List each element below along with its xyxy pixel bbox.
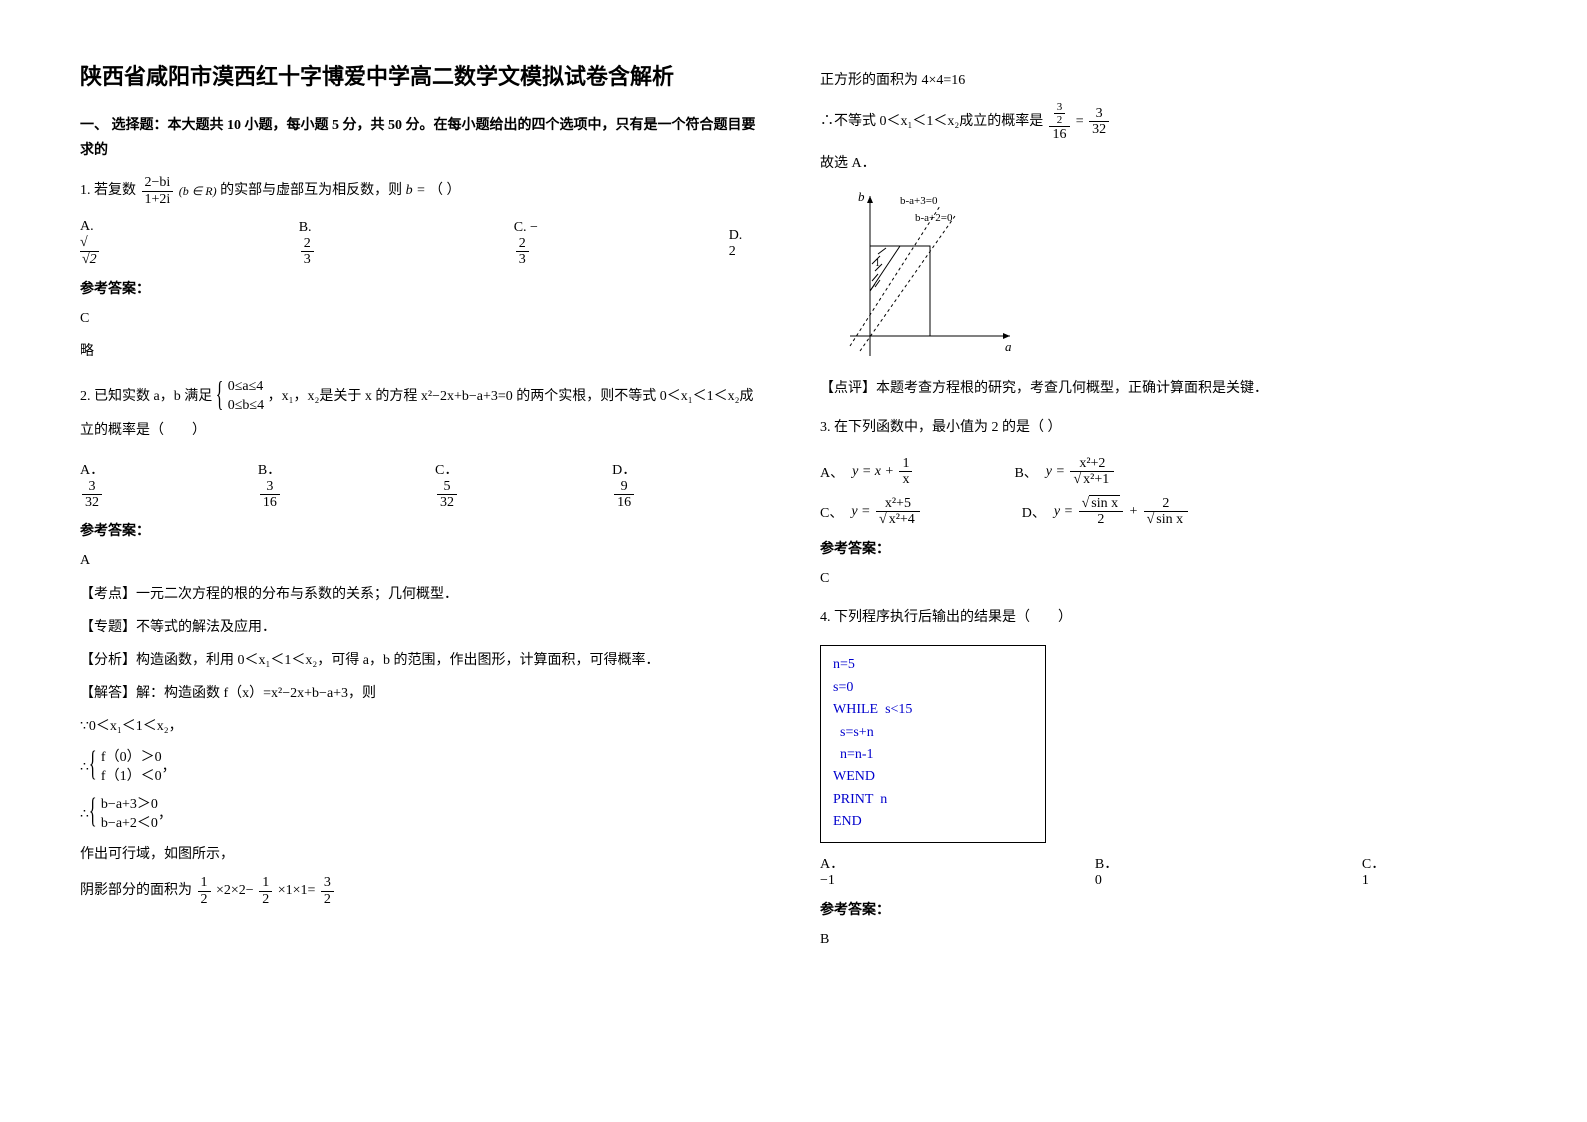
q4-opt-b: B． 0: [1095, 853, 1162, 889]
left-column: 陕西省咸阳市漠西红十字博爱中学高二数学文模拟试卷含解析 一、 选择题：本大题共 …: [80, 60, 760, 960]
q1-answer-label: 参考答案：: [80, 278, 760, 298]
right-column: 正方形的面积为 4×4=16 ∴不等式 0＜x₁＜1＜x₂成立的概率是 32 1…: [820, 60, 1500, 960]
q1-options: A. √√2 B. 23 C. −23 D. 2: [80, 219, 760, 268]
q4-answer: B: [820, 927, 1500, 952]
q2-topic: 【考点】一元二次方程的根的分布与系数的关系；几何概型．: [80, 582, 760, 607]
q2-opt-a: A．332: [80, 459, 228, 511]
q2-region: 作出可行域，如图所示，: [80, 842, 760, 867]
q2-opt-c: C．532: [435, 459, 582, 511]
code-l3: WHILE s<15: [833, 699, 1033, 721]
q2-sys-b: ∴ b−a+3＞0 b−a+2＜0 ，: [80, 795, 760, 834]
code-l6: WEND: [833, 766, 1033, 788]
code-l1: n=5: [833, 654, 1033, 676]
q4-opt-c: C． 1: [1362, 853, 1429, 889]
code-l2: s=0: [833, 677, 1033, 699]
prob-result: ∴不等式 0＜x₁＜1＜x₂成立的概率是 32 16 = 332: [820, 101, 1500, 143]
q3-row1: A、 y = x + 1x B、 y = x²+2√x²+1: [820, 456, 1500, 488]
line2-label: b-a+2=0: [915, 212, 953, 224]
axis-b-label: b: [858, 189, 865, 204]
q3-opt-b: B、 y = x²+2√x²+1: [1014, 456, 1116, 488]
q3-opt-c: C、 y = x²+5√x²+4: [820, 496, 922, 528]
section-1-header: 一、 选择题：本大题共 10 小题，每小题 5 分，共 50 分。在每小题给出的…: [80, 113, 760, 163]
q2-answer: A: [80, 548, 760, 573]
line1-label: b-a+3=0: [900, 195, 938, 207]
q3-row2: C、 y = x²+5√x²+4 D、 y = √sin x2 + 2√sin …: [820, 496, 1500, 528]
q4-options: A． −1 B． 0 C． 1 D． 2: [820, 853, 1500, 889]
q1-note: 略: [80, 339, 760, 364]
q1-opt-c: C. −23: [514, 220, 649, 268]
q1-ask: b =: [406, 176, 426, 207]
q2-options: A．332 B．316 C．532 D．916: [80, 459, 760, 511]
q1-cond: (b ∈ R): [179, 178, 217, 204]
q2-subject: 【专题】不等式的解法及应用．: [80, 615, 760, 640]
q1-prefix: 1. 若复数: [80, 183, 136, 198]
q1-suffix: 的实部与虚部互为相反数，则: [220, 183, 402, 198]
code-l7: PRINT n: [833, 789, 1033, 811]
choose-a: 故选 A．: [820, 151, 1500, 176]
q1-answer: C: [80, 306, 760, 331]
q2-opt-d: D．916: [612, 459, 760, 511]
q2-system: 0≤a≤4 0≤b≤4: [216, 377, 264, 416]
code-l8: END: [833, 811, 1033, 833]
q4-answer-label: 参考答案：: [820, 899, 1500, 919]
q1-opt-d: D. 2: [729, 228, 796, 260]
code-l5: n=n-1: [833, 744, 1033, 766]
q1-opt-a: A. √√2: [80, 219, 219, 268]
q2-answer-label: 参考答案：: [80, 520, 760, 540]
q1-a-val: √2: [80, 251, 99, 268]
q3-opt-d: D、 y = √sin x2 + 2√sin x: [1022, 496, 1190, 528]
q2-solve-l1: ∵0＜x₁＜1＜x₂，: [80, 714, 760, 739]
feasible-region-graph: a b b-a+3=0 b-a+2=0 1: [820, 186, 1020, 366]
q2-solve-head: 【解答】解：构造函数 f（x）=x²−2x+b−a+3，则: [80, 681, 760, 706]
axis-a-label: a: [1005, 339, 1012, 354]
square-area: 正方形的面积为 4×4=16: [820, 68, 1500, 93]
question-2: 2. 已知实数 a，b 满足 0≤a≤4 0≤b≤4 ，x₁，x₂是关于 x 的…: [80, 377, 760, 447]
svg-text:1: 1: [875, 258, 880, 269]
q2-area: 阴影部分的面积为 12 ×2×2− 12 ×1×1= 32: [80, 875, 760, 907]
q1-fraction: 2−bi 1+2i: [142, 175, 174, 207]
q2-sys-a: ∴ f（0）＞0 f（1）＜0 ，: [80, 748, 760, 787]
code-l4: s=s+n: [833, 722, 1033, 744]
q4-opt-a: A． −1: [820, 853, 895, 889]
q2-opt-b: B．316: [258, 459, 405, 511]
q2-comment: 【点评】本题考查方程根的研究，考查几何概型，正确计算面积是关键．: [820, 376, 1500, 401]
q2-stem-a: 2. 已知实数 a，b 满足: [80, 388, 212, 403]
q1-opt-b: B. 23: [299, 220, 434, 268]
question-1: 1. 若复数 2−bi 1+2i (b ∈ R) 的实部与虚部互为相反数，则 b…: [80, 175, 760, 207]
q3-opt-a: A、 y = x + 1x: [820, 456, 914, 488]
q4-code-block: n=5 s=0 WHILE s<15 s=s+n n=n-1 WEND PRIN…: [820, 645, 1046, 842]
q2-analysis: 【分析】构造函数，利用 0＜x₁＜1＜x₂，可得 a，b 的范围，作出图形，计算…: [80, 648, 760, 673]
exam-title: 陕西省咸阳市漠西红十字博爱中学高二数学文模拟试卷含解析: [80, 60, 760, 93]
q1-blank: （ ）: [429, 183, 461, 198]
q3-answer: C: [820, 566, 1500, 591]
q3-answer-label: 参考答案：: [820, 538, 1500, 558]
question-3: 3. 在下列函数中，最小值为 2 的是（ ）: [820, 413, 1500, 444]
question-4: 4. 下列程序执行后输出的结果是（ ）: [820, 603, 1500, 634]
